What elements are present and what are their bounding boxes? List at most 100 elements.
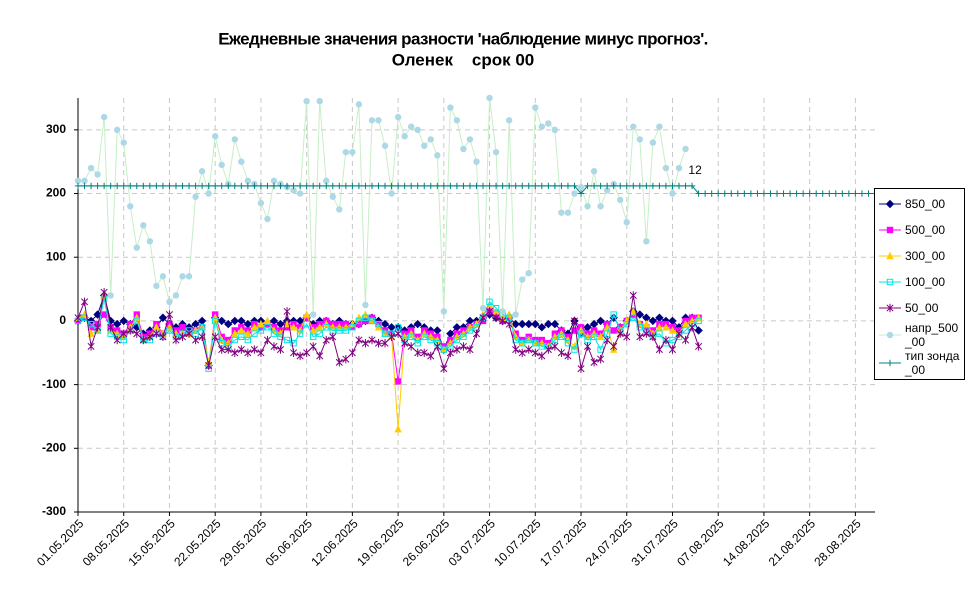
marker [551,182,559,190]
marker [349,324,356,331]
marker [610,311,617,318]
marker [695,317,702,325]
marker [303,97,310,105]
marker [329,193,336,200]
marker [642,313,651,322]
marker [257,327,265,334]
marker [166,182,173,190]
marker [113,329,121,337]
marker [610,342,618,351]
marker [100,113,108,121]
marker [388,182,395,190]
marker [218,182,225,190]
marker [434,182,441,190]
marker [323,177,330,184]
marker [74,177,82,184]
marker [381,142,389,149]
marker [466,182,474,190]
marker [479,182,487,190]
marker [440,364,448,373]
marker [596,316,605,326]
marker [375,320,382,328]
marker [316,182,323,190]
marker [799,190,807,197]
marker [251,182,258,190]
marker [322,319,330,328]
marker [524,319,533,329]
marker [394,425,402,433]
marker [466,323,474,331]
marker [668,326,677,334]
legend-label: 100_00 [905,275,946,289]
marker [597,346,604,353]
marker [427,336,434,344]
marker [682,182,689,190]
marker [394,378,402,385]
marker [688,323,696,332]
marker [694,326,703,335]
marker [571,327,578,334]
marker [158,313,168,322]
marker [355,313,363,321]
marker [793,190,800,197]
marker [355,101,363,108]
marker [499,316,507,326]
marker [309,326,317,334]
marker [381,182,389,190]
marker [191,319,200,329]
marker [172,292,180,299]
marker [329,182,336,190]
marker [380,319,390,329]
marker [387,323,396,332]
x-tick-label: 12.06.2025 [308,516,361,569]
marker [394,329,402,338]
marker [427,351,435,361]
legend-label: 500_00 [905,223,946,237]
marker [309,333,317,341]
marker [885,199,895,209]
marker [453,345,461,354]
annotation: 12 [688,163,702,177]
marker [486,94,493,102]
y-tick-label: -100 [42,377,66,391]
marker [296,190,304,197]
series-line [77,298,699,369]
marker [492,313,500,322]
marker [166,298,173,306]
marker [473,158,480,165]
marker [649,139,657,146]
marker [669,190,676,197]
x-tick-label: 15.05.2025 [125,516,178,569]
marker [276,319,285,329]
marker [577,330,585,337]
marker [446,348,454,357]
marker [433,342,441,351]
marker [636,182,644,190]
marker [590,329,598,337]
marker [525,182,532,190]
marker [492,148,500,156]
marker [734,190,742,197]
marker [590,168,598,175]
marker [421,182,428,190]
marker [544,345,552,354]
marker [244,329,252,337]
legend-item: 300_00 [875,243,964,269]
marker [100,288,108,297]
x-tick-label: 26.06.2025 [400,516,453,569]
marker [453,332,461,341]
marker [603,187,611,194]
marker [361,310,370,318]
marker [401,182,408,190]
marker [303,348,311,357]
marker [283,336,291,344]
marker [251,330,258,337]
marker [336,182,343,190]
marker [682,327,689,334]
marker [839,190,846,197]
marker [198,324,206,331]
marker [630,182,637,190]
marker [349,182,356,190]
marker [153,182,160,190]
